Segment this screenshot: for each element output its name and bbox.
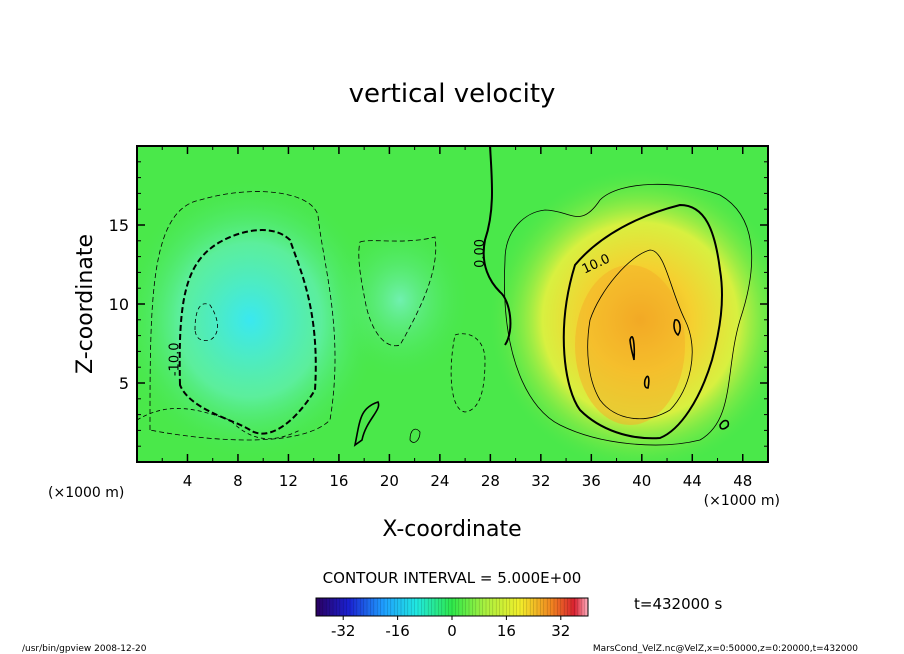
y-axis: 5 10 15 — [109, 161, 768, 447]
x-tick-label: 36 — [582, 472, 601, 490]
contour-minus-5 — [149, 191, 336, 441]
footer-left: /usr/bin/gpview 2008-12-20 — [22, 644, 147, 654]
colorbar: -32 -16 0 16 32 — [315, 597, 589, 640]
y-tick-label: 15 — [109, 216, 129, 235]
colorbar-tick-label: -32 — [331, 622, 356, 640]
x-tick-label: 48 — [733, 472, 752, 490]
contour-plus-25 — [629, 335, 636, 361]
colorbar-tick-label: 16 — [497, 622, 516, 640]
contour-plus-small — [719, 419, 730, 430]
x-tick-label: 32 — [531, 472, 550, 490]
colorbar-tick-label: 32 — [551, 622, 570, 640]
colorbar-tick-label: -16 — [385, 622, 410, 640]
contour-minus-small2 — [409, 428, 421, 443]
y-axis-label: Z-coordinate — [73, 234, 98, 374]
contour-lines — [137, 146, 753, 447]
x-tick-label: 40 — [632, 472, 651, 490]
x-tick-label: 28 — [481, 472, 500, 490]
plot-area: -10.00.00 10.0 — [136, 145, 769, 463]
contour-minus-small — [353, 401, 380, 447]
colorbar-ticks: -32 -16 0 16 32 — [331, 616, 570, 640]
contour-minus-15 — [194, 303, 218, 341]
contour-minus-5-center — [358, 236, 437, 347]
y-tick-label: 5 — [119, 374, 129, 393]
footer-right: MarsCond_VelZ.nc@VelZ,x=0:50000,z=0:2000… — [593, 644, 858, 654]
downdraft-shade — [137, 180, 380, 460]
contour-label: -10.0 — [168, 342, 183, 376]
x-tick-label: 16 — [329, 472, 348, 490]
y-tick-label: 10 — [109, 295, 129, 314]
contour-plus-25c — [643, 375, 650, 389]
contour-zero — [482, 146, 512, 346]
x-axis-label: X-coordinate — [382, 517, 521, 542]
contour-label: 0.00 — [473, 239, 488, 268]
chart-title: vertical velocity — [349, 79, 556, 109]
x-tick-label: 12 — [279, 472, 298, 490]
contour-lower-left — [137, 408, 301, 440]
x-tick-label: 4 — [183, 472, 193, 490]
x-unit-left: (×1000 m) — [48, 485, 124, 501]
contour-plus-25b — [673, 319, 681, 337]
x-tick-label: 8 — [233, 472, 243, 490]
x-unit-right: (×1000 m) — [704, 493, 780, 509]
time-label: t=432000 s — [634, 595, 722, 613]
colorbar-tick-label: 0 — [447, 622, 457, 640]
secondary-downdraft-shade — [330, 220, 470, 380]
x-tick-label: 44 — [683, 472, 702, 490]
contour-plus-15 — [587, 249, 693, 420]
contour-interval: CONTOUR INTERVAL = 5.000E+00 — [323, 569, 582, 587]
contour-plus-10 — [562, 203, 723, 440]
contour-minus-5-small — [450, 333, 486, 413]
colorbar-stripes — [319, 598, 585, 616]
contour-plus-5 — [504, 183, 753, 446]
x-tick-label: 20 — [380, 472, 399, 490]
x-axis: 4 8 12 16 20 24 28 32 36 40 44 48 — [161, 146, 752, 490]
contour-minus-10 — [178, 229, 317, 435]
x-tick-label: 24 — [430, 472, 449, 490]
